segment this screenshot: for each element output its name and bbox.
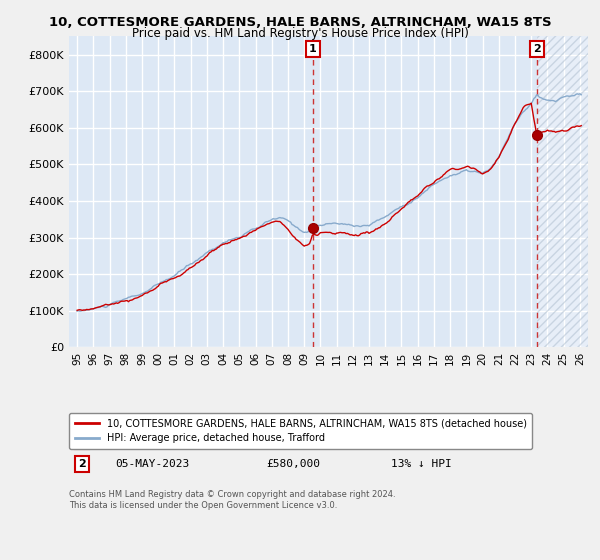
Legend: 10, COTTESMORE GARDENS, HALE BARNS, ALTRINCHAM, WA15 8TS (detached house), HPI: : 10, COTTESMORE GARDENS, HALE BARNS, ALTR… [68, 413, 532, 449]
Bar [537, 36, 588, 347]
Text: 1: 1 [78, 436, 86, 445]
Text: 2: 2 [533, 44, 541, 54]
Text: 05-MAY-2023: 05-MAY-2023 [116, 459, 190, 469]
Text: £325,000: £325,000 [266, 436, 320, 445]
Text: 10, COTTESMORE GARDENS, HALE BARNS, ALTRINCHAM, WA15 8TS: 10, COTTESMORE GARDENS, HALE BARNS, ALTR… [49, 16, 551, 29]
Text: Price paid vs. HM Land Registry's House Price Index (HPI): Price paid vs. HM Land Registry's House … [131, 27, 469, 40]
Text: 2% ↑ HPI: 2% ↑ HPI [391, 436, 445, 445]
Bar [537, 36, 588, 347]
Text: Contains HM Land Registry data © Crown copyright and database right 2024.
This d: Contains HM Land Registry data © Crown c… [69, 490, 395, 510]
Text: 1: 1 [309, 44, 317, 54]
Text: 2: 2 [78, 459, 86, 469]
Bar [537, 36, 588, 347]
Text: 13% ↓ HPI: 13% ↓ HPI [391, 459, 452, 469]
Text: 17-JUL-2009: 17-JUL-2009 [116, 436, 190, 445]
Text: £580,000: £580,000 [266, 459, 320, 469]
